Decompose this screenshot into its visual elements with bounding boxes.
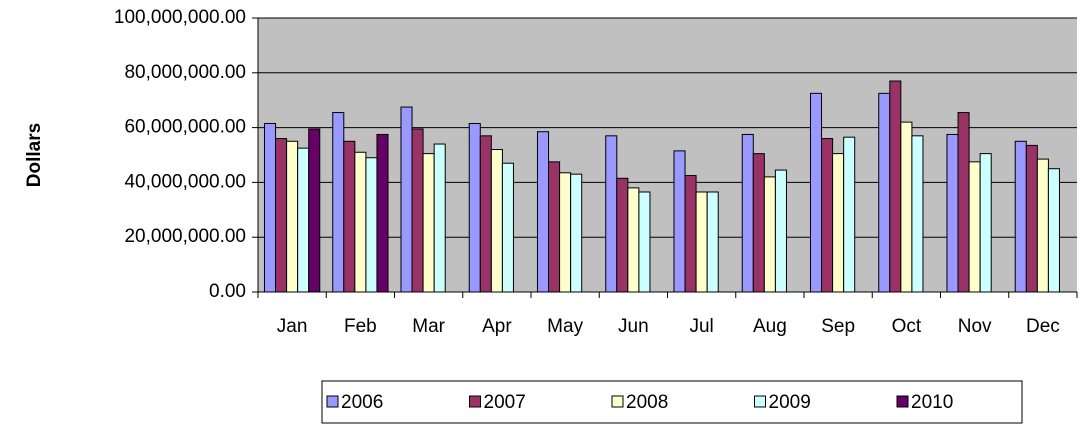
bar bbox=[763, 176, 776, 293]
legend-swatch bbox=[896, 395, 909, 408]
bar bbox=[946, 133, 959, 293]
plot-area bbox=[258, 18, 1077, 292]
bar bbox=[968, 161, 981, 293]
bar bbox=[433, 143, 446, 293]
x-tick-label: Jul bbox=[689, 316, 713, 337]
bar bbox=[308, 128, 321, 293]
bar bbox=[695, 191, 708, 293]
x-tick-label: Oct bbox=[892, 316, 922, 337]
bar bbox=[263, 122, 277, 293]
bar bbox=[400, 106, 413, 293]
bar bbox=[821, 138, 834, 293]
bar bbox=[752, 153, 765, 293]
y-tick-label: 20,000,000.00 bbox=[124, 226, 246, 247]
y-tick-label: 100,000,000.00 bbox=[114, 7, 246, 28]
bar bbox=[376, 133, 389, 293]
bar bbox=[422, 153, 435, 293]
bar bbox=[1047, 168, 1060, 293]
legend-label: 2007 bbox=[484, 392, 526, 413]
x-tick-label: Nov bbox=[958, 316, 992, 337]
y-tick-label: 80,000,000.00 bbox=[124, 62, 246, 83]
bar bbox=[627, 187, 640, 293]
bar bbox=[809, 92, 823, 293]
bar bbox=[684, 175, 697, 293]
y-tick-label: 40,000,000.00 bbox=[124, 171, 246, 192]
bar bbox=[889, 80, 902, 293]
x-tick-label: Aug bbox=[753, 316, 787, 337]
legend-swatch bbox=[326, 395, 339, 408]
bar bbox=[911, 135, 924, 293]
x-tick-label: May bbox=[547, 316, 583, 337]
bar bbox=[479, 135, 492, 293]
x-tick-label: Dec bbox=[1026, 316, 1060, 337]
bar bbox=[843, 136, 856, 293]
x-tick-label: Sep bbox=[821, 316, 855, 337]
bar bbox=[354, 151, 367, 293]
bar bbox=[536, 131, 550, 293]
bar bbox=[490, 149, 503, 293]
bar bbox=[878, 92, 891, 293]
bar bbox=[559, 172, 572, 293]
bar bbox=[741, 133, 754, 293]
x-tick-label: Jan bbox=[277, 316, 308, 337]
legend-label: 2006 bbox=[341, 392, 383, 413]
bar bbox=[957, 112, 970, 293]
bar bbox=[411, 128, 424, 293]
y-axis-label: Dollars bbox=[24, 123, 45, 187]
bar bbox=[1014, 140, 1027, 293]
legend-swatch bbox=[611, 395, 624, 408]
bar bbox=[706, 191, 719, 293]
x-tick-label: Apr bbox=[482, 316, 512, 337]
legend-swatch bbox=[469, 395, 481, 408]
legend-label: 2008 bbox=[626, 392, 668, 413]
y-tick-label: 60,000,000.00 bbox=[124, 117, 246, 138]
bar bbox=[638, 191, 651, 293]
bar bbox=[616, 177, 629, 293]
bar bbox=[332, 112, 345, 293]
bar bbox=[365, 157, 378, 293]
bar bbox=[832, 153, 845, 293]
bar bbox=[673, 150, 686, 293]
bar bbox=[605, 135, 618, 293]
bar bbox=[468, 122, 481, 293]
bar bbox=[286, 140, 299, 293]
bar bbox=[570, 173, 583, 293]
legend-label: 2010 bbox=[911, 392, 953, 413]
legend-swatch bbox=[754, 395, 766, 408]
bar bbox=[1036, 158, 1049, 293]
x-tick-label: Jun bbox=[618, 316, 649, 337]
bar bbox=[548, 161, 561, 293]
x-tick-label: Mar bbox=[412, 316, 445, 337]
bar bbox=[501, 162, 514, 293]
bar bbox=[343, 140, 356, 293]
bar bbox=[979, 153, 992, 293]
bar bbox=[774, 169, 787, 293]
bar bbox=[297, 147, 310, 293]
bar bbox=[275, 138, 288, 293]
bar bbox=[900, 121, 913, 293]
x-tick-label: Feb bbox=[344, 316, 377, 337]
bar bbox=[1025, 144, 1038, 293]
legend-label: 2009 bbox=[769, 392, 811, 413]
y-tick-label: 0.00 bbox=[209, 281, 246, 302]
